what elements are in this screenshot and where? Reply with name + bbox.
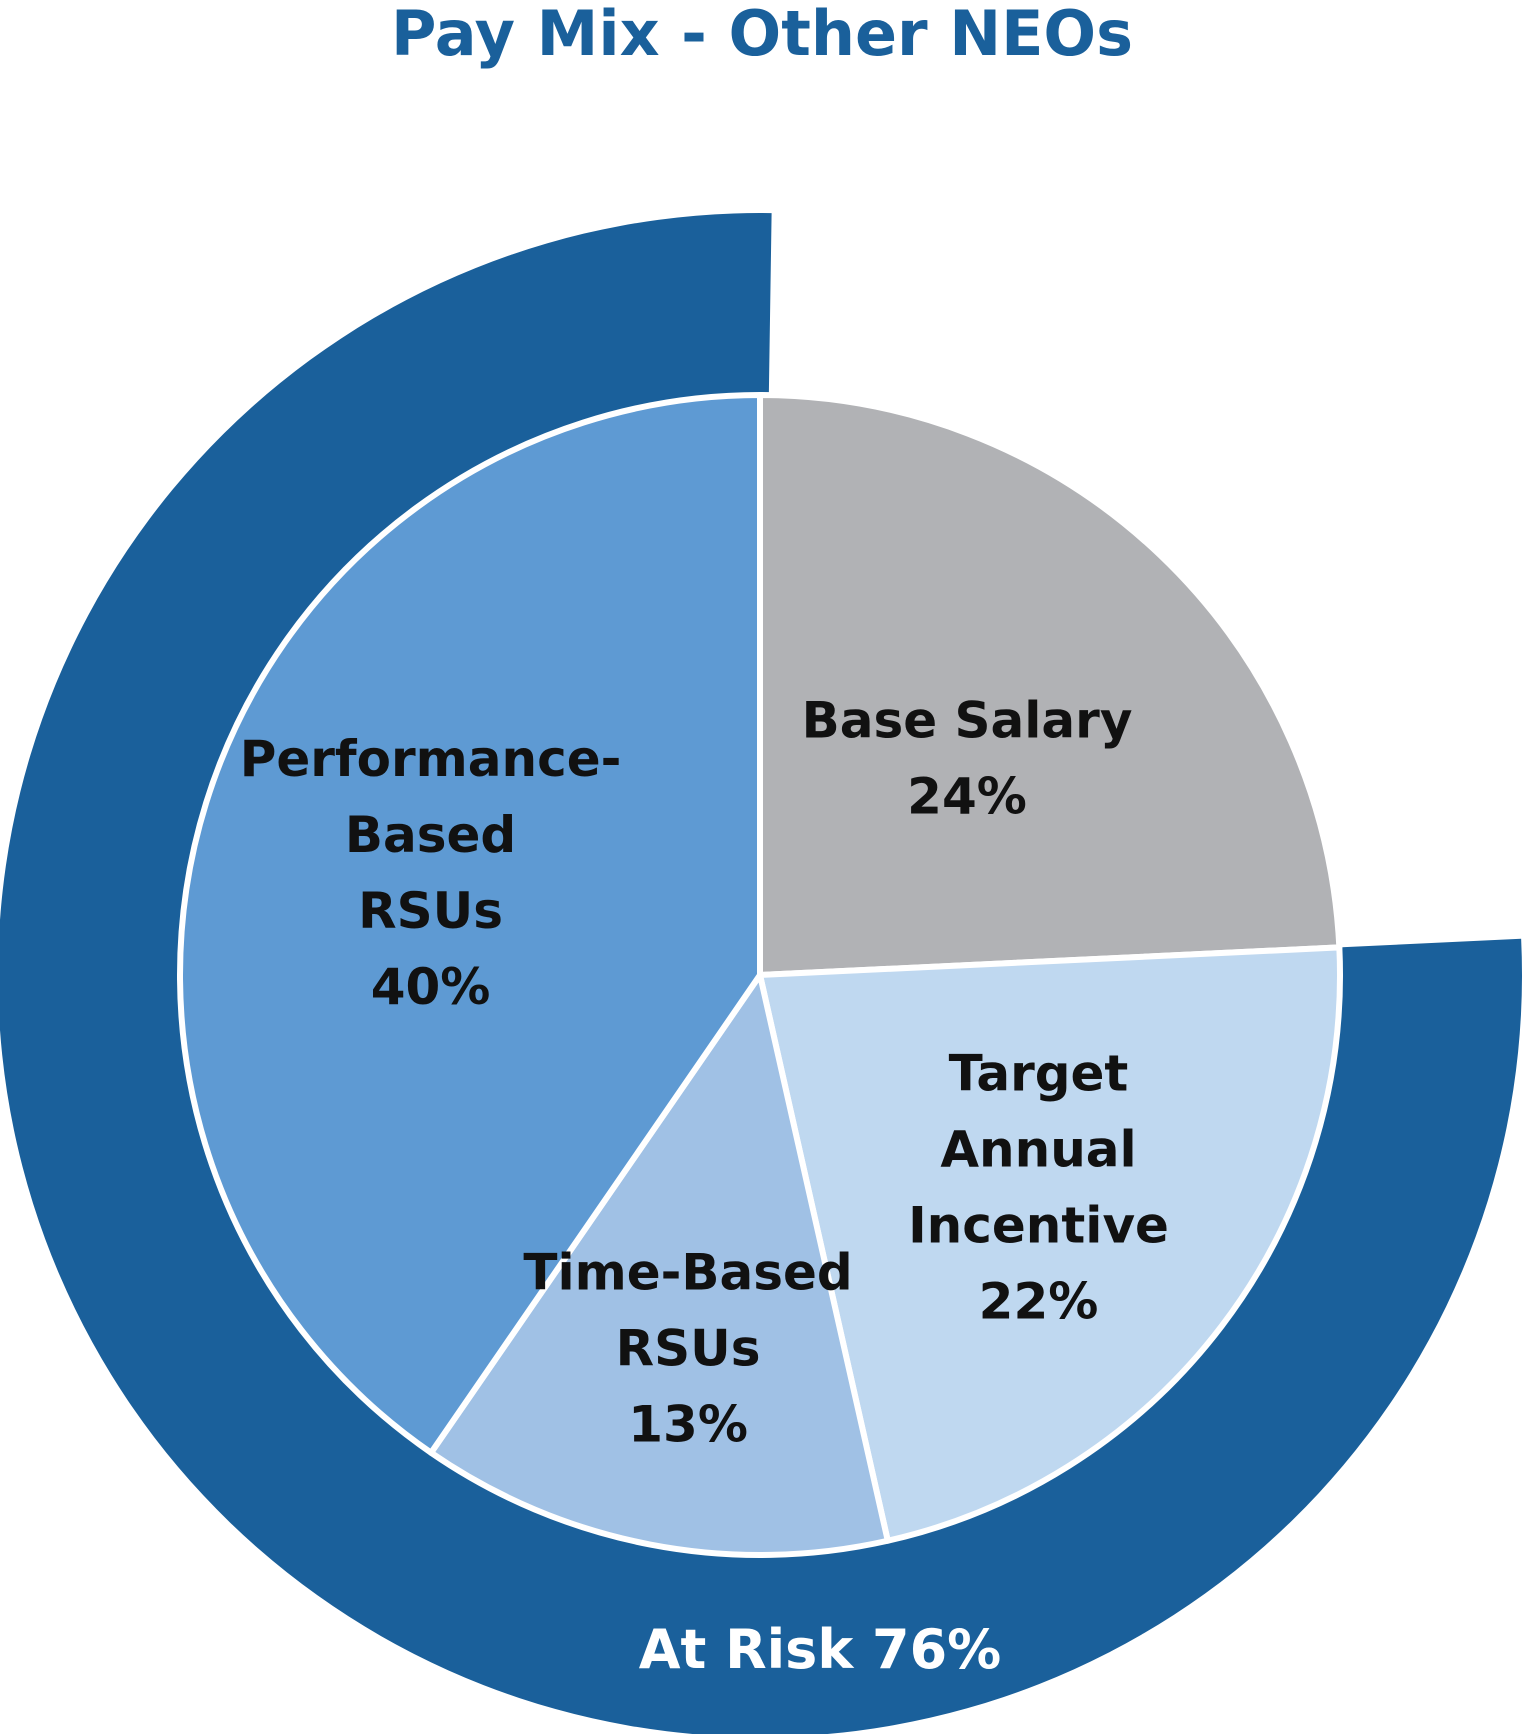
slice-label-2-line-2: 13% xyxy=(628,1396,748,1454)
slice-label-2-line-1: RSUs xyxy=(616,1320,761,1378)
pie-slice-2 xyxy=(428,972,891,1558)
slice-label-1-line-3: 22% xyxy=(979,1272,1099,1330)
slice-label-1-line-1: Annual xyxy=(940,1120,1136,1178)
slice-labels: Base Salary 24% Target Annual Incentive 22% Ti… xyxy=(240,691,1169,1453)
pay-mix-pie xyxy=(177,392,1343,1558)
slice-label-1-line-0: Target xyxy=(949,1044,1129,1102)
at-risk-ring: At Risk 76% xyxy=(0,213,1522,1734)
slice-label-1-line-2: Incentive xyxy=(908,1196,1169,1254)
pie-slice-3 xyxy=(177,392,763,1456)
slice-label-3-line-2: RSUs xyxy=(358,882,503,940)
chart-title: Pay Mix - Other NEOs xyxy=(391,0,1133,70)
slice-label-2-line-0: Time-Based xyxy=(523,1244,852,1302)
at-risk-label: At Risk 76% xyxy=(639,1618,1002,1681)
slice-label-0-line-1: 24% xyxy=(907,767,1027,825)
slice-label-0-line-0: Base Salary xyxy=(802,691,1133,749)
slice-label-3-line-0: Performance- xyxy=(240,730,622,788)
pie-slice-0 xyxy=(757,392,1343,978)
pie-slice-1 xyxy=(757,944,1343,1544)
slice-label-3-line-3: 40% xyxy=(371,958,491,1016)
slice-label-3-line-1: Based xyxy=(345,806,516,864)
